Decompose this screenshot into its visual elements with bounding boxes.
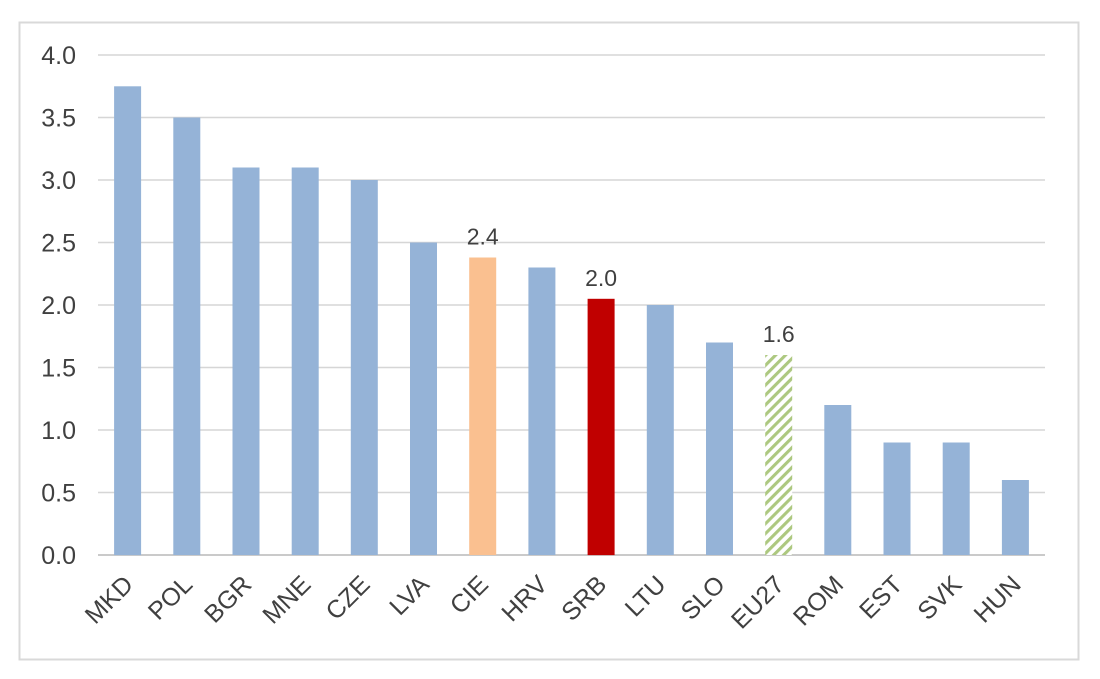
bar-POL bbox=[173, 117, 201, 555]
y-tick-label: 1.0 bbox=[41, 417, 76, 445]
bars bbox=[114, 86, 1029, 556]
bar-EU27 bbox=[765, 355, 793, 555]
y-tick-label: 2.5 bbox=[41, 230, 76, 258]
data-label-EU27: 1.6 bbox=[763, 321, 795, 347]
bar-SVK bbox=[942, 442, 970, 555]
y-tick-label: 2.0 bbox=[41, 292, 76, 320]
bar-LVA bbox=[410, 242, 437, 555]
y-tick-label: 4.0 bbox=[41, 42, 76, 70]
bar-HRV bbox=[528, 267, 556, 555]
y-tick-label: 3.5 bbox=[41, 105, 76, 133]
y-axis: 0.0 0.5 1.0 1.5 2.0 2.5 3.0 3.5 4.0 bbox=[41, 42, 1045, 570]
bar-CIE bbox=[469, 257, 497, 555]
bar-CZE bbox=[350, 180, 378, 555]
bar-EST bbox=[883, 442, 911, 555]
y-tick-label: 1.5 bbox=[41, 355, 76, 383]
y-tick-label: 0.0 bbox=[41, 542, 76, 570]
bar-HUN bbox=[1001, 480, 1029, 555]
bar-SRB bbox=[587, 298, 615, 556]
bar-LTU bbox=[646, 305, 674, 555]
data-label-CIE: 2.4 bbox=[467, 224, 499, 250]
bar-MNE bbox=[291, 167, 319, 555]
bar-BGR bbox=[232, 167, 260, 555]
y-tick-label: 0.5 bbox=[41, 480, 76, 508]
bar-SLO bbox=[706, 342, 733, 555]
bar-MKD bbox=[114, 86, 142, 556]
data-label-SRB: 2.0 bbox=[585, 265, 617, 291]
bar-ROM bbox=[824, 405, 852, 555]
y-tick-label: 3.0 bbox=[41, 167, 76, 195]
